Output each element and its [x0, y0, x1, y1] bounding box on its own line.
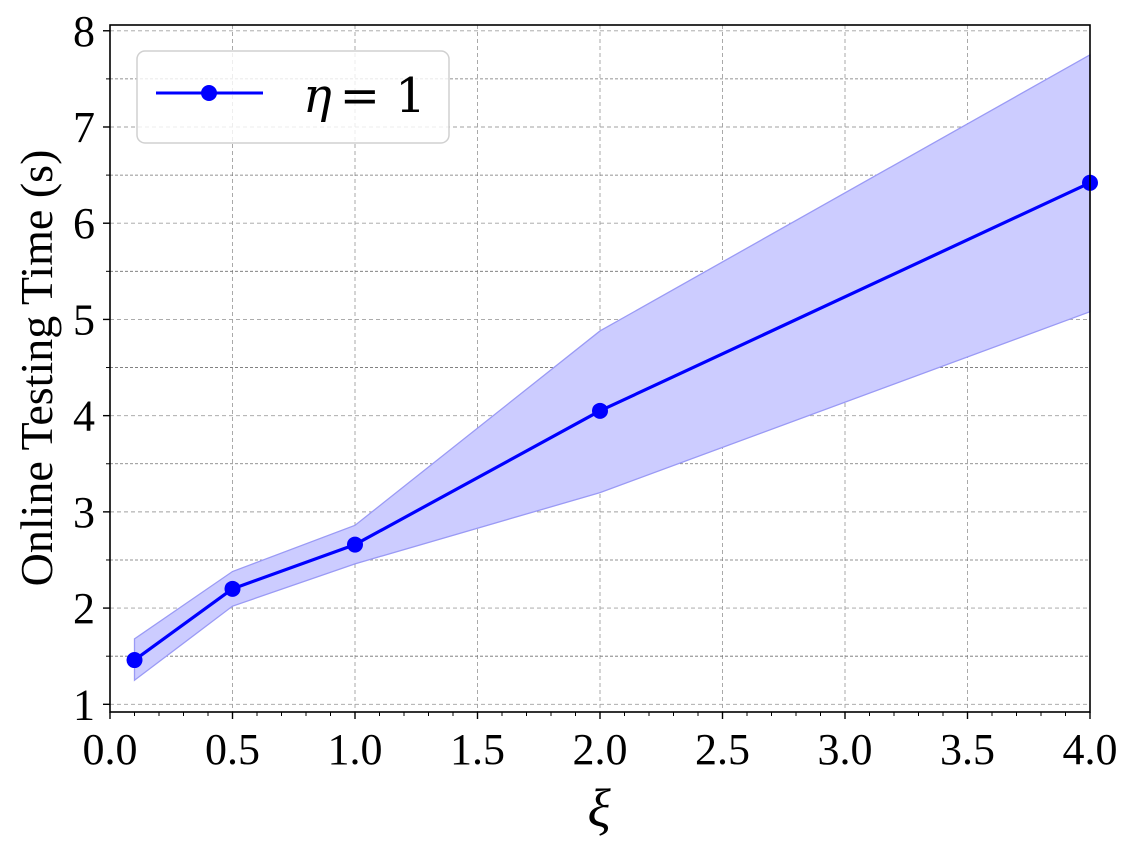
legend-marker — [201, 85, 217, 101]
x-tick-label: 0.5 — [205, 725, 260, 774]
axis-ticks — [103, 30, 1091, 719]
y-tick-label: 3 — [73, 488, 95, 537]
x-tick-label: 0.0 — [83, 725, 138, 774]
data-point — [224, 580, 241, 597]
data-point — [347, 536, 363, 553]
y-axis-label: Online Testing Time (s) — [11, 150, 62, 587]
y-tick-label: 1 — [73, 680, 95, 729]
y-tick-labels: 1 2 3 4 5 6 7 8 — [73, 7, 95, 730]
data-point — [126, 652, 143, 669]
x-tick-label: 4.0 — [1063, 725, 1118, 774]
data-point — [592, 402, 608, 419]
y-tick-label: 4 — [73, 392, 95, 441]
y-tick-label: 5 — [73, 295, 95, 344]
x-tick-label: 2.5 — [695, 725, 750, 774]
legend-label-symbol: η — [303, 68, 332, 124]
x-tick-labels: 0.0 0.5 1.0 1.5 2.0 2.5 3.0 3.5 4.0 — [83, 725, 1118, 774]
y-tick-label: 6 — [73, 199, 95, 248]
data-points — [126, 174, 1098, 669]
y-tick-label: 8 — [73, 7, 95, 56]
x-tick-label: 3.5 — [940, 725, 995, 774]
legend-label: η = 1 — [303, 68, 426, 124]
legend-label-value: = 1 — [340, 68, 426, 124]
y-tick-label: 2 — [73, 584, 95, 633]
x-axis-label: ξ — [587, 778, 611, 838]
legend: η = 1 — [136, 50, 450, 144]
legend-box — [136, 50, 450, 144]
x-tick-label: 1.5 — [450, 725, 505, 774]
y-tick-label: 7 — [73, 103, 95, 152]
x-tick-label: 1.0 — [328, 725, 383, 774]
x-tick-label: 3.0 — [818, 725, 873, 774]
x-tick-label: 2.0 — [573, 725, 628, 774]
